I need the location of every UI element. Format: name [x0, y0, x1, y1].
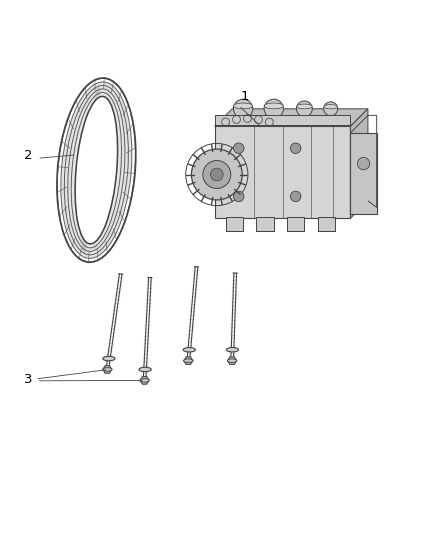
- FancyBboxPatch shape: [215, 126, 350, 219]
- Circle shape: [203, 160, 231, 189]
- FancyBboxPatch shape: [350, 133, 377, 214]
- Ellipse shape: [81, 86, 101, 254]
- Circle shape: [233, 99, 253, 118]
- Circle shape: [191, 149, 242, 200]
- FancyBboxPatch shape: [256, 217, 274, 231]
- FancyBboxPatch shape: [226, 217, 243, 231]
- Ellipse shape: [92, 90, 111, 251]
- Circle shape: [357, 157, 370, 169]
- Ellipse shape: [139, 367, 151, 372]
- Circle shape: [210, 168, 223, 181]
- Text: 3: 3: [24, 373, 32, 385]
- Circle shape: [233, 191, 244, 201]
- Ellipse shape: [264, 103, 283, 109]
- Circle shape: [297, 101, 312, 117]
- Ellipse shape: [102, 368, 112, 371]
- Text: 1: 1: [241, 90, 249, 103]
- Polygon shape: [228, 357, 237, 365]
- Polygon shape: [103, 366, 112, 373]
- Ellipse shape: [140, 378, 149, 382]
- FancyBboxPatch shape: [215, 115, 350, 125]
- Text: 2: 2: [24, 149, 32, 162]
- Ellipse shape: [184, 359, 193, 362]
- Ellipse shape: [102, 357, 115, 361]
- Polygon shape: [215, 109, 368, 126]
- Ellipse shape: [297, 104, 312, 109]
- Ellipse shape: [324, 104, 338, 109]
- Ellipse shape: [74, 95, 119, 245]
- FancyBboxPatch shape: [318, 217, 335, 231]
- FancyBboxPatch shape: [287, 217, 304, 231]
- Ellipse shape: [226, 348, 239, 352]
- Ellipse shape: [183, 348, 195, 352]
- Circle shape: [290, 143, 301, 154]
- Circle shape: [290, 191, 301, 201]
- Polygon shape: [184, 357, 193, 365]
- Ellipse shape: [227, 359, 237, 362]
- Circle shape: [264, 99, 283, 118]
- Polygon shape: [140, 377, 149, 384]
- Ellipse shape: [61, 82, 132, 259]
- Ellipse shape: [233, 103, 253, 109]
- Circle shape: [324, 102, 338, 116]
- Circle shape: [233, 143, 244, 154]
- Polygon shape: [350, 109, 368, 219]
